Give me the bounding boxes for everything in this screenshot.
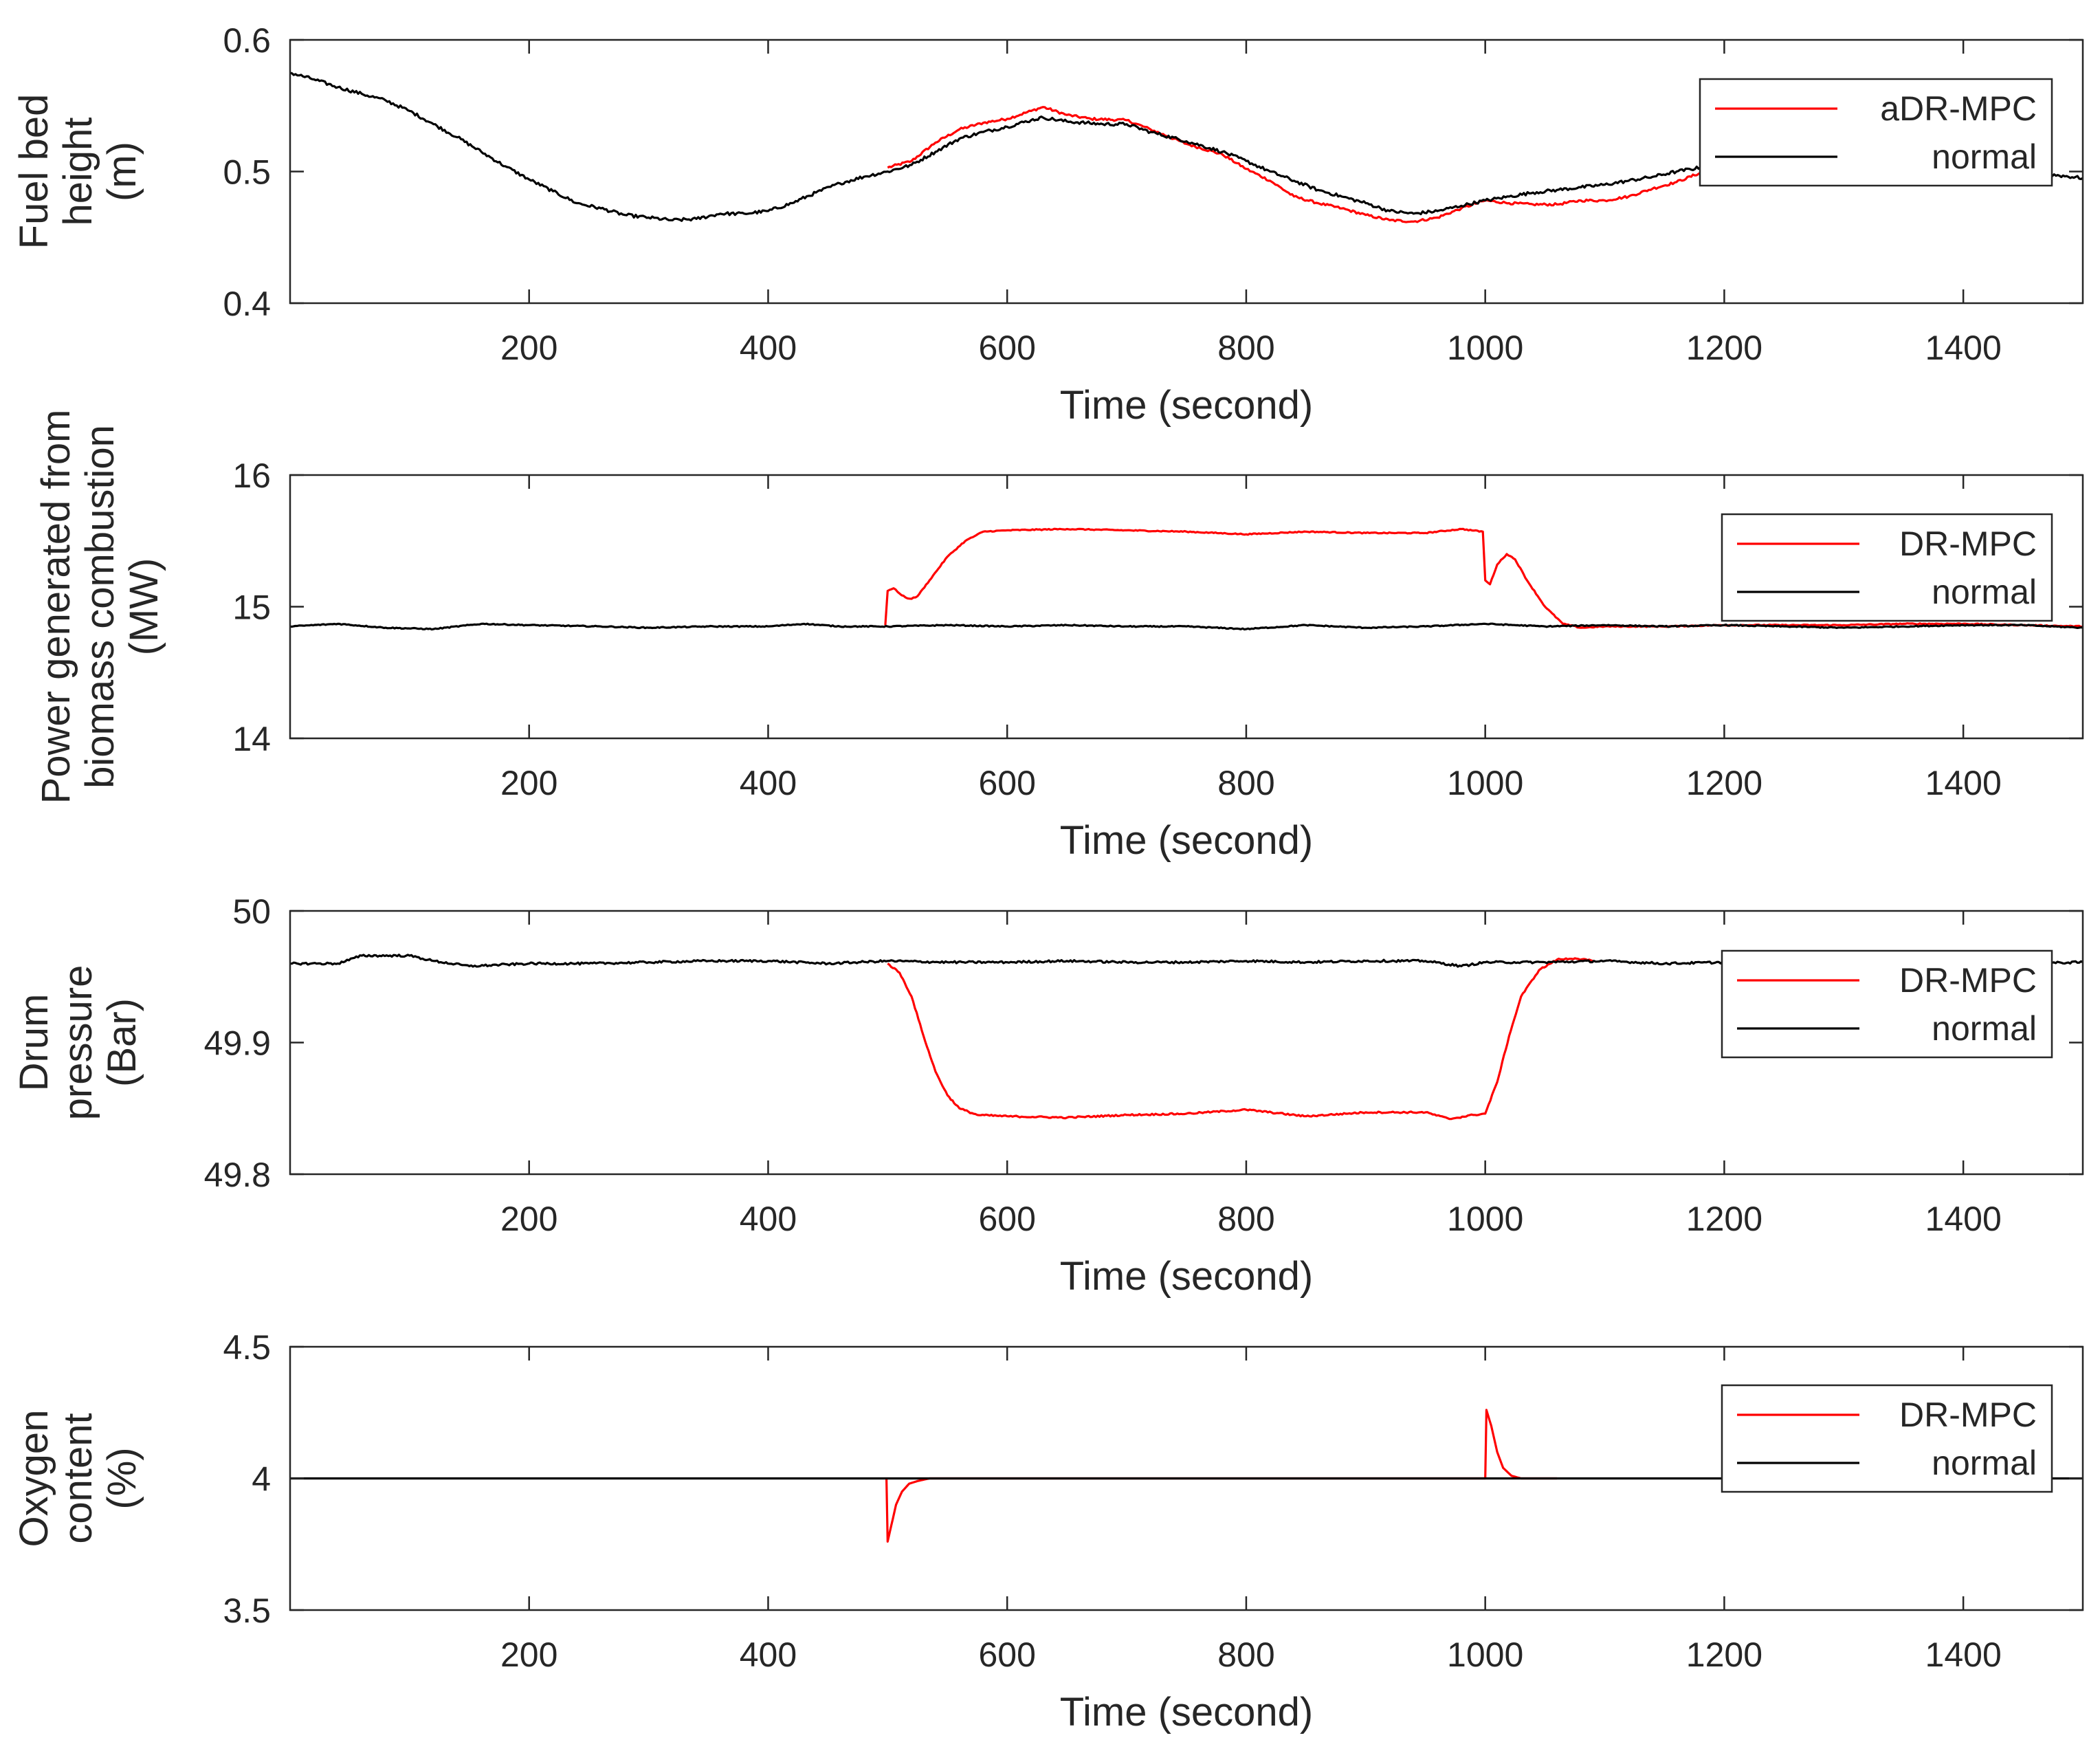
y-axis-label-line: Drum bbox=[12, 994, 56, 1092]
x-tick-label: 1000 bbox=[1447, 1200, 1523, 1238]
x-tick-label: 800 bbox=[1217, 329, 1274, 367]
y-axis-label-line: Oxygen bbox=[12, 1410, 56, 1548]
x-tick-label: 1400 bbox=[1925, 1200, 2002, 1238]
legend-box bbox=[1699, 78, 2053, 187]
x-tick-label: 800 bbox=[1217, 1200, 1274, 1238]
x-tick-label: 200 bbox=[500, 1636, 557, 1674]
x-axis-label: Time (second) bbox=[1060, 383, 1314, 428]
series-group bbox=[290, 527, 2083, 631]
x-axis-label: Time (second) bbox=[1060, 818, 1314, 863]
x-tick-label: 400 bbox=[740, 1636, 797, 1674]
x-tick-label: 800 bbox=[1217, 1636, 1274, 1674]
x-tick-label: 600 bbox=[978, 764, 1035, 802]
legend-label: normal bbox=[1932, 1009, 2037, 1048]
x-axis-label: Time (second) bbox=[1060, 1690, 1314, 1735]
y-tick-label: 4 bbox=[252, 1460, 271, 1499]
y-tick-label: 0.4 bbox=[223, 285, 271, 323]
x-tick-label: 1000 bbox=[1447, 329, 1523, 367]
y-tick-label: 49.9 bbox=[204, 1024, 271, 1063]
y-axis-label-line: biomass combustion bbox=[78, 425, 122, 789]
series-line-dr-mpc bbox=[885, 1409, 1557, 1543]
legend: DR-MPC normal bbox=[1721, 1384, 2053, 1493]
x-tick-label: 400 bbox=[740, 329, 797, 367]
x-tick-label: 200 bbox=[500, 329, 557, 367]
legend-box bbox=[1721, 1384, 2053, 1493]
legend-label: DR-MPC bbox=[1899, 525, 2037, 563]
x-tick-label: 1200 bbox=[1686, 1200, 1762, 1238]
x-tick-label: 400 bbox=[740, 1200, 797, 1238]
legend-label: DR-MPC bbox=[1899, 1396, 2037, 1434]
series-line-normal bbox=[290, 622, 2083, 631]
y-axis-label-line: (Bar) bbox=[100, 998, 144, 1087]
x-tick-label: 1200 bbox=[1686, 329, 1762, 367]
y-axis-label: Oxygencontent(%) bbox=[12, 1410, 144, 1548]
legend: DR-MPC normal bbox=[1721, 949, 2053, 1059]
chart-panel-2: 200 400 600 800 1000 1200 1400 14 15 16 Time (seco… bbox=[34, 410, 2084, 863]
legend: aDR-MPC normal bbox=[1699, 78, 2053, 187]
y-axis-label-line: (%) bbox=[100, 1447, 144, 1509]
y-axis-label-line: (MW) bbox=[122, 558, 166, 656]
y-axis-label-line: height bbox=[56, 117, 100, 225]
y-tick-label: 0.6 bbox=[223, 21, 271, 60]
legend-label: normal bbox=[1932, 573, 2037, 611]
y-axis-label: Power generated frombiomass combustion(M… bbox=[34, 410, 166, 804]
x-tick-label: 1400 bbox=[1925, 764, 2002, 802]
y-axis-label: Drumpressure(Bar) bbox=[12, 965, 144, 1121]
series-line-adr-mpc bbox=[887, 106, 1725, 223]
x-tick-label: 200 bbox=[500, 1200, 557, 1238]
y-tick-label: 50 bbox=[232, 892, 271, 931]
y-tick-label: 16 bbox=[232, 456, 271, 495]
legend-box bbox=[1721, 513, 2053, 622]
legend-box bbox=[1721, 949, 2053, 1059]
x-tick-label: 400 bbox=[740, 764, 797, 802]
y-axis-label: Fuel bedheight(m) bbox=[12, 94, 144, 250]
x-tick-label: 1200 bbox=[1686, 764, 1762, 802]
y-tick-label: 15 bbox=[232, 588, 271, 627]
y-tick-label: 3.5 bbox=[223, 1592, 271, 1630]
y-axis-label-line: pressure bbox=[56, 965, 100, 1121]
x-tick-label: 800 bbox=[1217, 764, 1274, 802]
legend-label: normal bbox=[1932, 1444, 2037, 1482]
legend-label: DR-MPC bbox=[1899, 961, 2037, 1000]
x-tick-label: 1200 bbox=[1686, 1636, 1762, 1674]
x-tick-label: 600 bbox=[978, 329, 1035, 367]
y-tick-label: 14 bbox=[232, 720, 271, 758]
x-tick-label: 1400 bbox=[1925, 1636, 2002, 1674]
x-tick-label: 200 bbox=[500, 764, 557, 802]
y-tick-label: 4.5 bbox=[223, 1328, 271, 1367]
chart-panel-1: 200 400 600 800 1000 1200 1400 0.4 0.5 0.6 Time (s… bbox=[12, 21, 2084, 428]
x-axis-label: Time (second) bbox=[1060, 1254, 1314, 1299]
series-line-dr-mpc bbox=[887, 957, 1593, 1121]
y-tick-label: 0.5 bbox=[223, 153, 271, 192]
legend: DR-MPC normal bbox=[1721, 513, 2053, 622]
y-axis-label-line: Power generated from bbox=[34, 410, 78, 804]
legend-label: aDR-MPC bbox=[1880, 89, 2037, 128]
x-tick-label: 600 bbox=[978, 1200, 1035, 1238]
y-axis-label-line: content bbox=[56, 1413, 100, 1543]
x-tick-label: 600 bbox=[978, 1636, 1035, 1674]
y-tick-label: 49.8 bbox=[204, 1156, 271, 1194]
y-axis-label-line: Fuel bed bbox=[12, 94, 56, 250]
y-axis-label-line: (m) bbox=[100, 142, 144, 201]
x-tick-label: 1400 bbox=[1925, 329, 2002, 367]
x-tick-label: 1000 bbox=[1447, 1636, 1523, 1674]
x-tick-label: 1000 bbox=[1447, 764, 1523, 802]
chart-panel-4: 200 400 600 800 1000 1200 1400 3.5 4 4.5 Time (sec… bbox=[12, 1328, 2084, 1735]
chart-panel-3: 200 400 600 800 1000 1200 1400 49.8 49.9 50 Time (… bbox=[12, 892, 2084, 1299]
series-line-dr-mpc bbox=[884, 527, 2083, 629]
legend-label: normal bbox=[1932, 137, 2037, 176]
